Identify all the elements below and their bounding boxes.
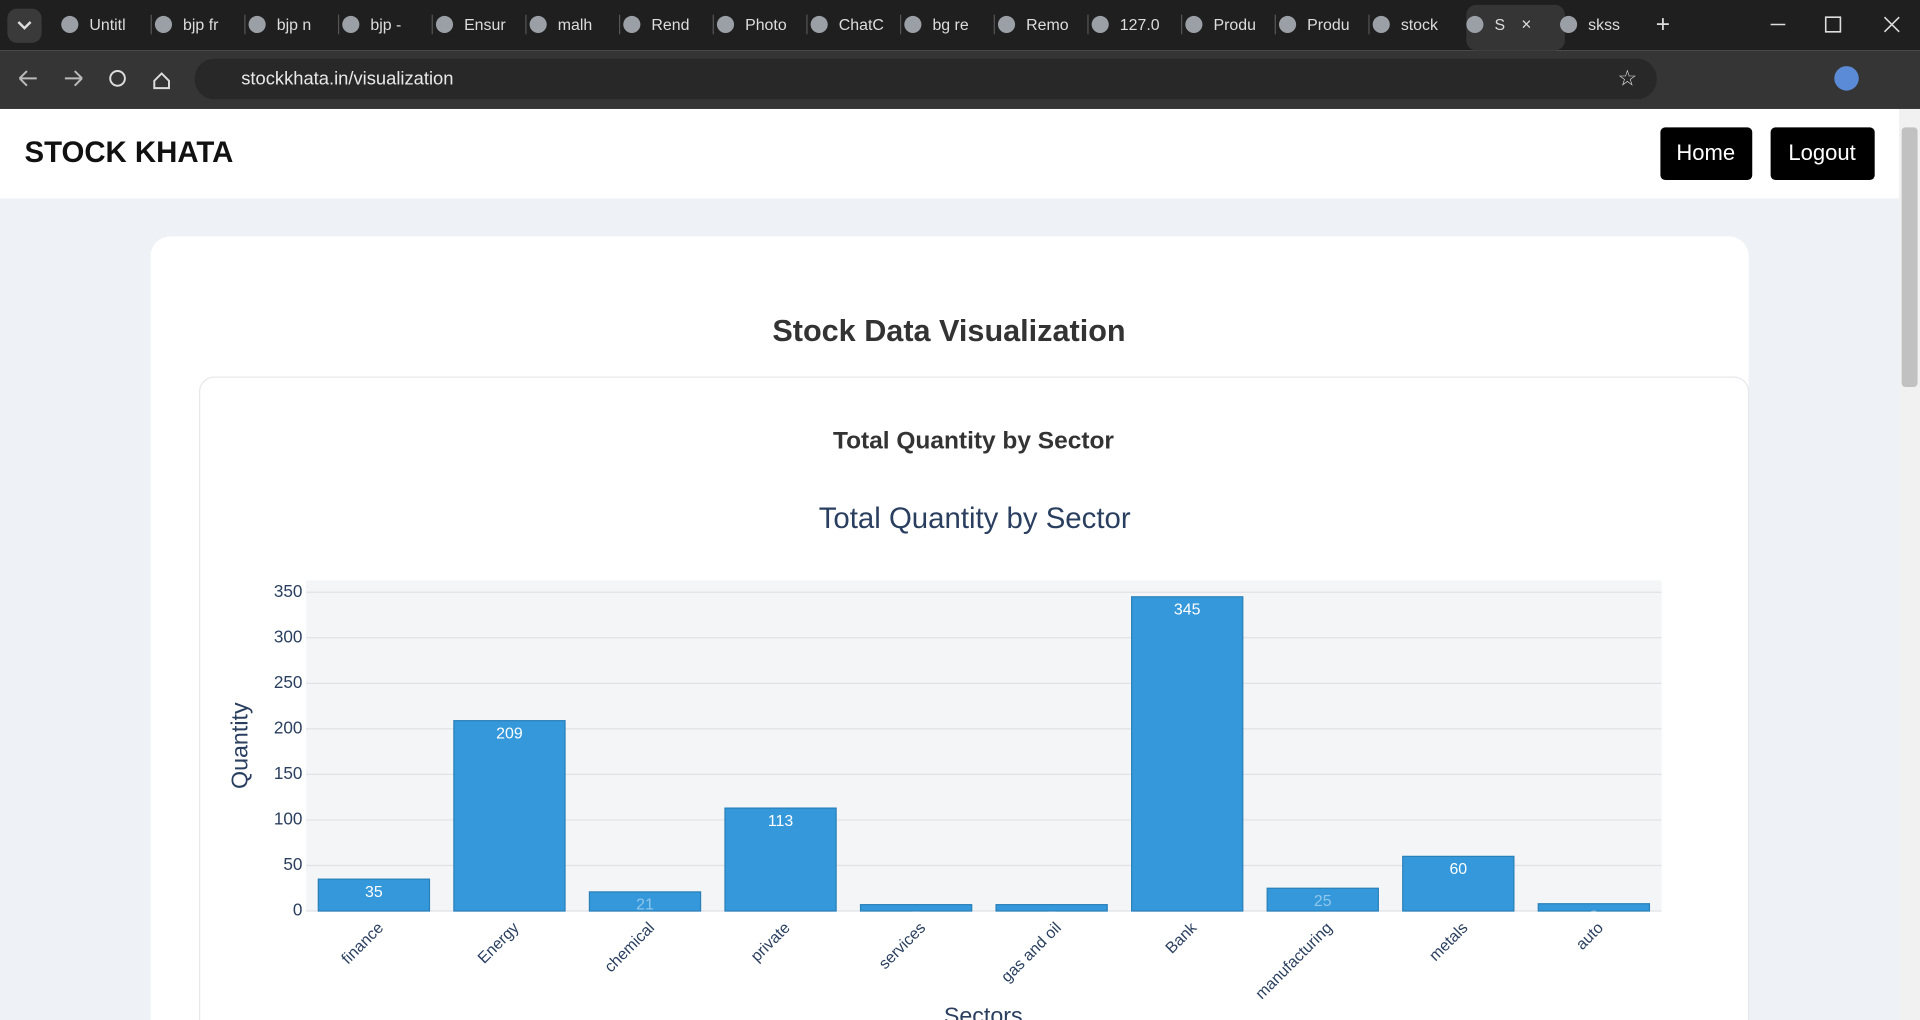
tab-title[interactable]: bg re (932, 17, 968, 34)
data-label: 35 (365, 884, 383, 901)
y-tick-label: 200 (274, 717, 303, 737)
tab-icon (1466, 15, 1484, 34)
tab-icon (61, 15, 79, 34)
tab-title[interactable]: Rend (651, 17, 689, 34)
y-tick-label: 0 (293, 900, 303, 920)
tab-title[interactable]: Untitl (89, 17, 125, 34)
tab-title[interactable]: Ensur (464, 17, 506, 34)
bar (995, 904, 1108, 912)
tab-icon (1278, 15, 1297, 34)
tab-icon (1560, 15, 1578, 34)
card-title: Total Quantity by Sector (833, 428, 1114, 455)
tab-title[interactable]: 127.0 (1120, 17, 1160, 34)
bar (453, 720, 566, 912)
data-label: 8 (1589, 908, 1598, 925)
tabs: Untitl bjp fr bjp n bjp - Ensur malh Rend Photo… (61, 4, 1620, 51)
tab-icon (904, 15, 922, 34)
tab-icon (435, 15, 454, 34)
data-label: 7 (912, 909, 921, 926)
home-icon[interactable] (153, 72, 170, 90)
tab-title[interactable]: bjp fr (183, 17, 219, 34)
tab-icon (716, 15, 735, 34)
data-label: 60 (1449, 861, 1467, 878)
tab-title[interactable]: S (1494, 17, 1505, 34)
data-label: 7 (1047, 909, 1056, 926)
tab-title[interactable]: bjp n (277, 17, 312, 34)
tab-title[interactable]: stock (1401, 17, 1438, 34)
tab-icon (342, 15, 360, 34)
reload[interactable] (109, 70, 126, 87)
tab-icon (248, 15, 266, 34)
window-controls[interactable] (1770, 16, 1900, 33)
data-label: 21 (636, 897, 654, 914)
y-axis-title: Quantity (226, 702, 252, 789)
bar (1537, 903, 1651, 912)
url: stockkhata.in/visualization (241, 67, 453, 88)
y-tick-label: 350 (274, 581, 303, 601)
tab-icon (154, 15, 173, 34)
tab-close: × (1521, 14, 1531, 34)
bar (317, 878, 431, 912)
profile[interactable] (1834, 66, 1859, 91)
y-tick-label: 250 (274, 672, 303, 692)
tab-icon (529, 15, 547, 34)
bar (588, 891, 702, 912)
tab-icon (997, 15, 1016, 34)
data-label: 113 (768, 813, 794, 830)
tab-title[interactable]: skss (1588, 17, 1620, 34)
tab-title[interactable]: Produ (1213, 17, 1255, 34)
bookmark-star[interactable]: ☆ (1617, 65, 1637, 90)
data-label: 25 (1314, 893, 1332, 910)
y-tick-label: 150 (274, 763, 303, 783)
bar (1131, 596, 1244, 912)
tab-icon (1091, 15, 1109, 34)
scroll-thumb[interactable] (1901, 127, 1918, 387)
address-bar[interactable] (194, 58, 1657, 100)
y-tick-label: 50 (283, 854, 302, 874)
tab-icon (810, 15, 828, 34)
tab-title[interactable]: Produ (1307, 17, 1349, 34)
home-button[interactable] (1660, 127, 1753, 180)
tab-bar (0, 0, 1920, 51)
navbar (0, 108, 1900, 199)
bar (1266, 887, 1379, 912)
data-label: 345 (1174, 601, 1201, 618)
tab-menu-icon (17, 21, 32, 30)
tab-icon (1372, 15, 1390, 34)
tab-title[interactable]: bjp - (370, 17, 401, 34)
logout-button[interactable] (1770, 127, 1875, 180)
home-button-label: Home (1676, 140, 1735, 165)
tab-icon (1185, 15, 1203, 34)
x-axis-title: Sectors (944, 1003, 1023, 1020)
y-tick-label: 300 (274, 626, 303, 646)
brand: STOCK KHATA (24, 136, 233, 169)
new-tab[interactable]: + (1656, 11, 1670, 38)
data-label: 209 (496, 725, 523, 742)
active-tab (1466, 4, 1565, 51)
bar (859, 904, 973, 912)
page-title: Stock Data Visualization (772, 314, 1125, 348)
chart-title: Total Quantity by Sector (819, 502, 1131, 535)
tab-menu[interactable] (7, 8, 42, 43)
tab-title[interactable]: Photo (745, 17, 787, 34)
tab-title[interactable]: malh (558, 17, 592, 34)
tab-icon (623, 15, 641, 34)
nav-arrows[interactable] (18, 70, 83, 87)
y-tick-label: 100 (274, 808, 303, 828)
logout-button-label: Logout (1788, 140, 1855, 165)
tab-title[interactable]: ChatC (839, 17, 884, 34)
tab-title[interactable]: Remo (1026, 17, 1069, 34)
bar (1402, 855, 1515, 912)
bar (724, 807, 837, 912)
